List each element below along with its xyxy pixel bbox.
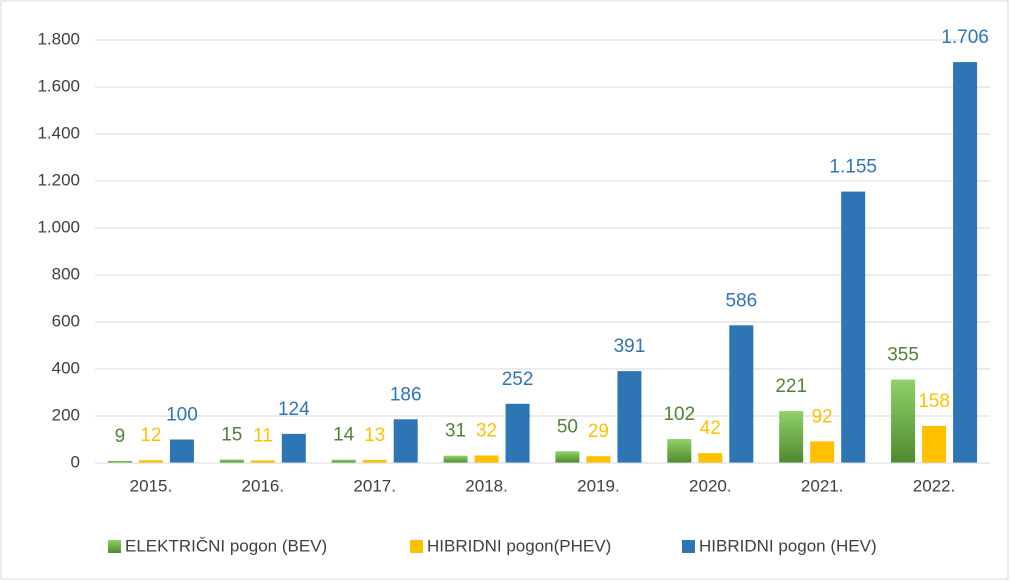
legend-swatch <box>682 540 695 553</box>
bar <box>953 62 978 464</box>
y-tick-label: 200 <box>52 405 80 424</box>
bar <box>698 453 723 463</box>
value-label: 9 <box>115 426 126 447</box>
bar <box>505 403 530 463</box>
value-label: 586 <box>725 290 757 311</box>
bar <box>922 425 947 463</box>
value-label: 124 <box>278 399 310 420</box>
x-tick-label: 2015. <box>130 476 173 495</box>
y-tick-label: 1.800 <box>37 29 80 48</box>
y-tick-label: 1.400 <box>37 123 80 142</box>
value-label: 221 <box>775 376 807 397</box>
y-tick-label: 400 <box>52 358 80 377</box>
bar <box>219 459 244 463</box>
bar <box>169 439 194 463</box>
x-tick-label: 2019. <box>577 476 620 495</box>
y-tick-label: 1.000 <box>37 217 80 236</box>
y-tick-label: 0 <box>71 452 80 471</box>
value-label: 42 <box>700 418 721 439</box>
value-label: 12 <box>140 425 161 446</box>
bar <box>474 455 499 463</box>
y-tick-label: 800 <box>52 264 80 283</box>
value-label: 355 <box>887 345 919 366</box>
bar <box>891 379 916 463</box>
bar <box>393 419 418 463</box>
value-label: 92 <box>812 406 833 427</box>
legend-swatch <box>108 540 121 553</box>
x-tick-label: 2017. <box>353 476 396 495</box>
legend-label: HIBRIDNI pogon(PHEV) <box>427 536 611 555</box>
bar <box>138 460 163 463</box>
value-label: 1.155 <box>829 157 877 178</box>
bar <box>667 439 692 463</box>
value-label: 158 <box>918 391 950 412</box>
legend-swatch <box>410 540 423 553</box>
value-label: 32 <box>476 420 497 441</box>
value-label: 14 <box>333 425 355 446</box>
x-tick-label: 2018. <box>465 476 508 495</box>
bar <box>729 325 754 463</box>
bar <box>443 455 468 463</box>
value-label: 100 <box>166 405 198 426</box>
value-label: 50 <box>557 416 578 437</box>
value-label: 102 <box>663 404 695 425</box>
value-label: 29 <box>588 421 609 442</box>
legend-label: HIBRIDNI pogon (HEV) <box>699 536 877 555</box>
x-tick-label: 2021. <box>801 476 844 495</box>
bar <box>250 460 275 463</box>
bar <box>362 459 387 463</box>
value-label: 391 <box>614 336 646 357</box>
y-tick-label: 1.600 <box>37 76 80 95</box>
bar <box>555 451 580 463</box>
value-label: 13 <box>364 425 385 446</box>
value-label: 252 <box>502 369 534 390</box>
value-label: 186 <box>390 384 422 405</box>
bar <box>841 191 866 463</box>
bar <box>331 459 356 463</box>
value-label: 31 <box>445 421 466 442</box>
value-label: 15 <box>221 424 242 445</box>
bar <box>810 441 835 463</box>
bar <box>779 411 804 463</box>
y-tick-label: 600 <box>52 311 80 330</box>
x-tick-label: 2020. <box>689 476 732 495</box>
bar <box>617 371 642 463</box>
legend-label: ELEKTRIČNI pogon (BEV) <box>125 536 327 555</box>
bar <box>281 433 306 463</box>
y-tick-label: 1.200 <box>37 170 80 189</box>
value-label: 11 <box>253 425 273 446</box>
x-tick-label: 2022. <box>913 476 956 495</box>
value-label: 1.706 <box>941 27 989 48</box>
bar <box>107 460 132 463</box>
bar <box>586 456 611 463</box>
x-tick-label: 2016. <box>242 476 285 495</box>
